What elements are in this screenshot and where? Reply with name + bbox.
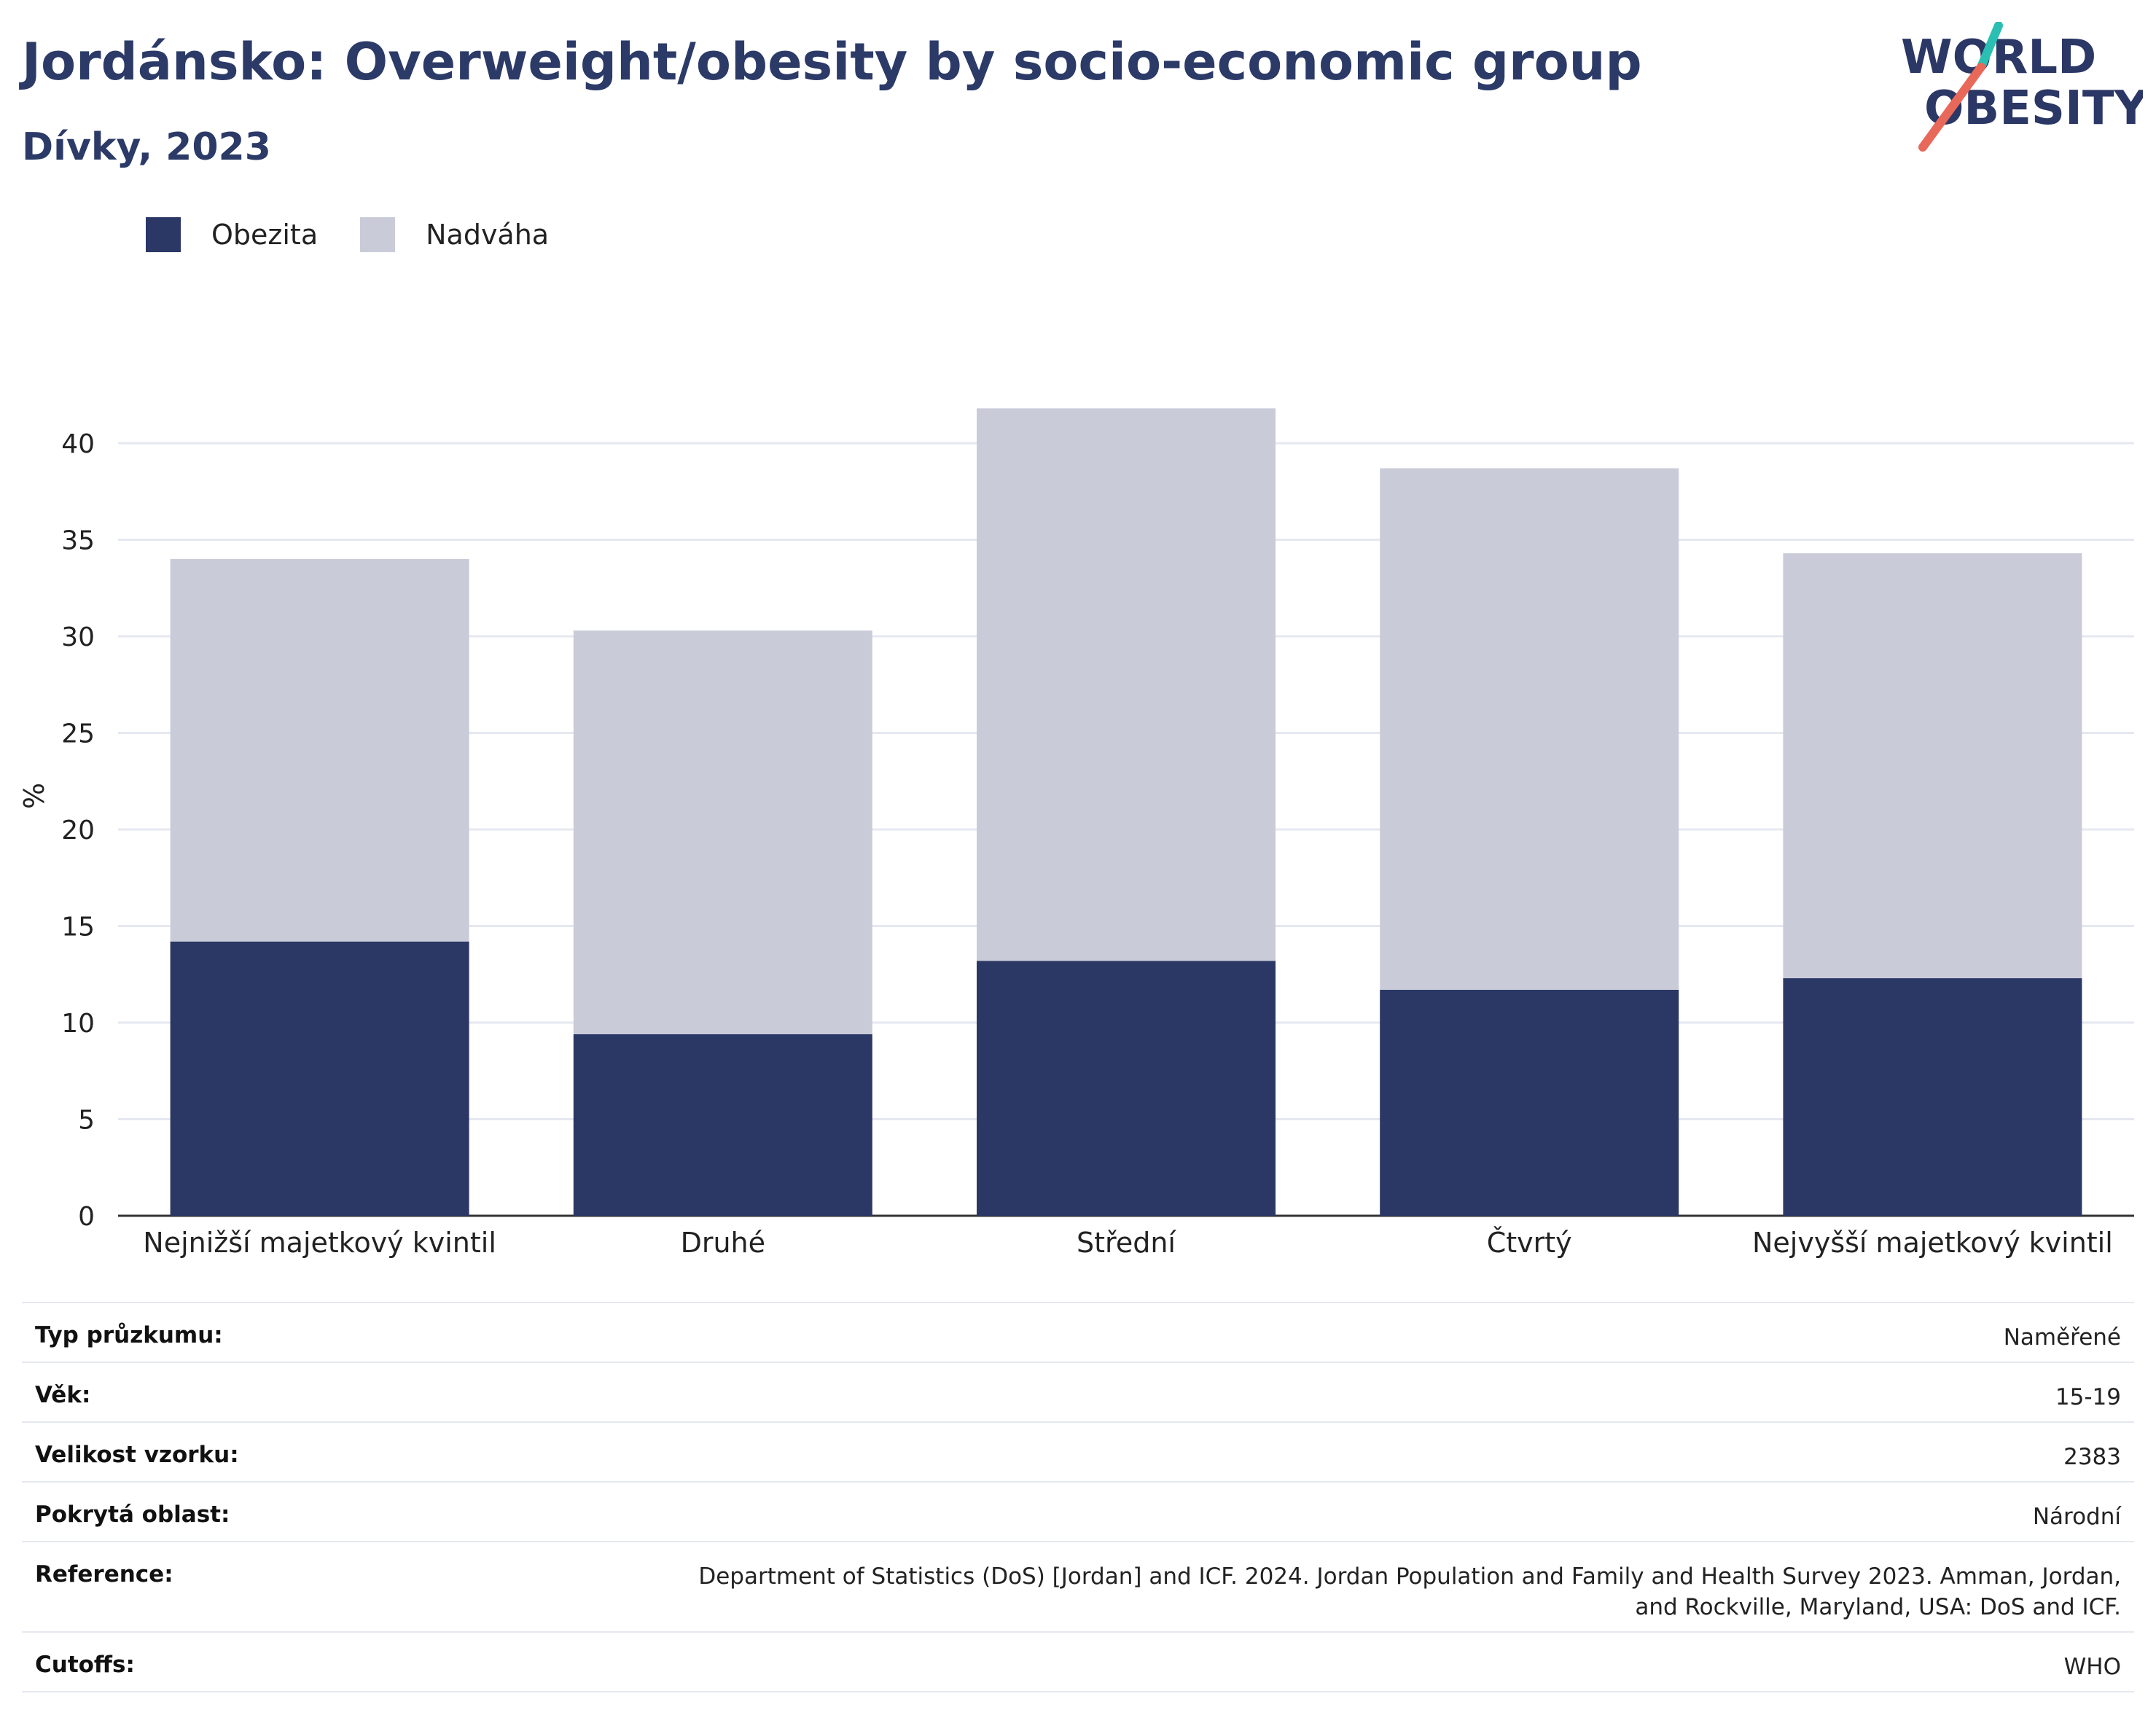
meta-value: Department of Statistics (DoS) [Jordan] … bbox=[698, 1563, 2121, 1620]
chart-legend: Obezita Nadváha bbox=[146, 217, 591, 252]
bar-obezita[interactable] bbox=[1783, 978, 2082, 1216]
meta-value: Národní bbox=[2032, 1504, 2121, 1530]
x-tick-label: Střední bbox=[1077, 1227, 1176, 1259]
x-tick-label: Nejnižší majetkový kvintil bbox=[143, 1227, 496, 1259]
x-tick-label: Druhé bbox=[681, 1227, 765, 1259]
logo-line1: WORLD bbox=[1901, 31, 2096, 85]
meta-label: Typ průzkumu: bbox=[35, 1322, 223, 1348]
meta-label: Věk: bbox=[35, 1382, 91, 1408]
meta-value: WHO bbox=[2063, 1654, 2121, 1680]
y-tick-labels: 0 5 10 15 20 25 30 35 40 bbox=[61, 429, 95, 1232]
y-tick-label: 35 bbox=[61, 526, 95, 556]
legend-item-nadvaha[interactable]: Nadváha bbox=[360, 217, 549, 252]
y-tick-label: 20 bbox=[61, 816, 95, 845]
bar-nadvaha[interactable] bbox=[1380, 468, 1679, 990]
meta-value: 15-19 bbox=[2055, 1384, 2121, 1410]
y-tick-label: 40 bbox=[61, 429, 95, 459]
meta-row: Věk: 15-19 bbox=[22, 1362, 2134, 1421]
meta-value: Naměřené bbox=[2003, 1324, 2121, 1351]
y-tick-label: 25 bbox=[61, 719, 95, 749]
x-tick-labels: Nejnižší majetkový kvintil Druhé Střední Čt… bbox=[143, 1227, 2113, 1259]
bar-nadvaha[interactable] bbox=[573, 630, 872, 1034]
meta-row: Typ průzkumu: Naměřené bbox=[22, 1302, 2134, 1362]
logo-slash-top bbox=[1977, 22, 2003, 71]
legend-swatch-obezita bbox=[146, 217, 181, 252]
meta-label: Cutoffs: bbox=[35, 1652, 135, 1678]
legend-swatch-nadvaha bbox=[360, 217, 396, 252]
meta-label: Velikost vzorku: bbox=[35, 1442, 239, 1468]
y-tick-label: 10 bbox=[61, 1009, 95, 1039]
world-obesity-logo: WORLD OBESITY bbox=[1901, 22, 2143, 152]
meta-label: Reference: bbox=[35, 1561, 173, 1587]
bar-obezita[interactable] bbox=[977, 961, 1276, 1216]
meta-row: Reference: Department of Statistics (DoS)… bbox=[22, 1541, 2134, 1631]
survey-metadata-table: Typ průzkumu: Naměřené Věk: 15-19 Velikost v… bbox=[22, 1302, 2134, 1692]
chart-title: Jordánsko: Overweight/obesity by socio-e… bbox=[22, 32, 1642, 92]
meta-row: Pokrytá oblast: Národní bbox=[22, 1481, 2134, 1541]
bar-obezita[interactable] bbox=[573, 1034, 872, 1216]
chart-subtitle: Dívky, 2023 bbox=[22, 125, 271, 169]
bar-obezita[interactable] bbox=[1380, 989, 1679, 1216]
y-tick-label: 0 bbox=[78, 1202, 95, 1232]
bar-obezita[interactable] bbox=[170, 941, 469, 1216]
bars bbox=[170, 408, 2082, 1216]
meta-label: Pokrytá oblast: bbox=[35, 1501, 230, 1528]
logo-slash-bottom bbox=[1918, 63, 1985, 152]
stacked-bar-chart: 0 5 10 15 20 25 30 35 40 Nejnižší majetkový kvin… bbox=[18, 408, 2134, 1259]
y-tick-label: 5 bbox=[78, 1106, 95, 1136]
legend-item-obezita[interactable]: Obezita bbox=[146, 217, 318, 252]
y-tick-label: 30 bbox=[61, 622, 95, 652]
bar-nadvaha[interactable] bbox=[170, 559, 469, 942]
legend-label-nadvaha: Nadváha bbox=[426, 219, 550, 251]
bar-nadvaha[interactable] bbox=[977, 408, 1276, 961]
y-tick-label: 15 bbox=[61, 913, 95, 942]
x-tick-label: Nejvyšší majetkový kvintil bbox=[1752, 1227, 2113, 1259]
bar-nadvaha[interactable] bbox=[1783, 553, 2082, 979]
y-axis-label: % bbox=[18, 783, 50, 809]
x-tick-label: Čtvrtý bbox=[1487, 1227, 1572, 1259]
legend-label-obezita: Obezita bbox=[211, 219, 319, 251]
meta-value: 2383 bbox=[2063, 1444, 2121, 1470]
meta-row: Velikost vzorku: 2383 bbox=[22, 1421, 2134, 1481]
meta-row: Cutoffs: WHO bbox=[22, 1631, 2134, 1692]
